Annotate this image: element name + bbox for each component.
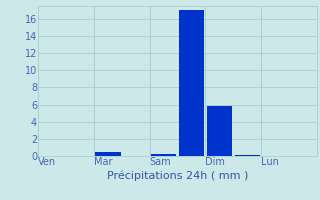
- Bar: [235, 155, 260, 156]
- Bar: [151, 154, 176, 156]
- X-axis label: Précipitations 24h ( mm ): Précipitations 24h ( mm ): [107, 170, 248, 181]
- Bar: [207, 106, 232, 156]
- Bar: [95, 152, 121, 156]
- Bar: [179, 10, 204, 156]
